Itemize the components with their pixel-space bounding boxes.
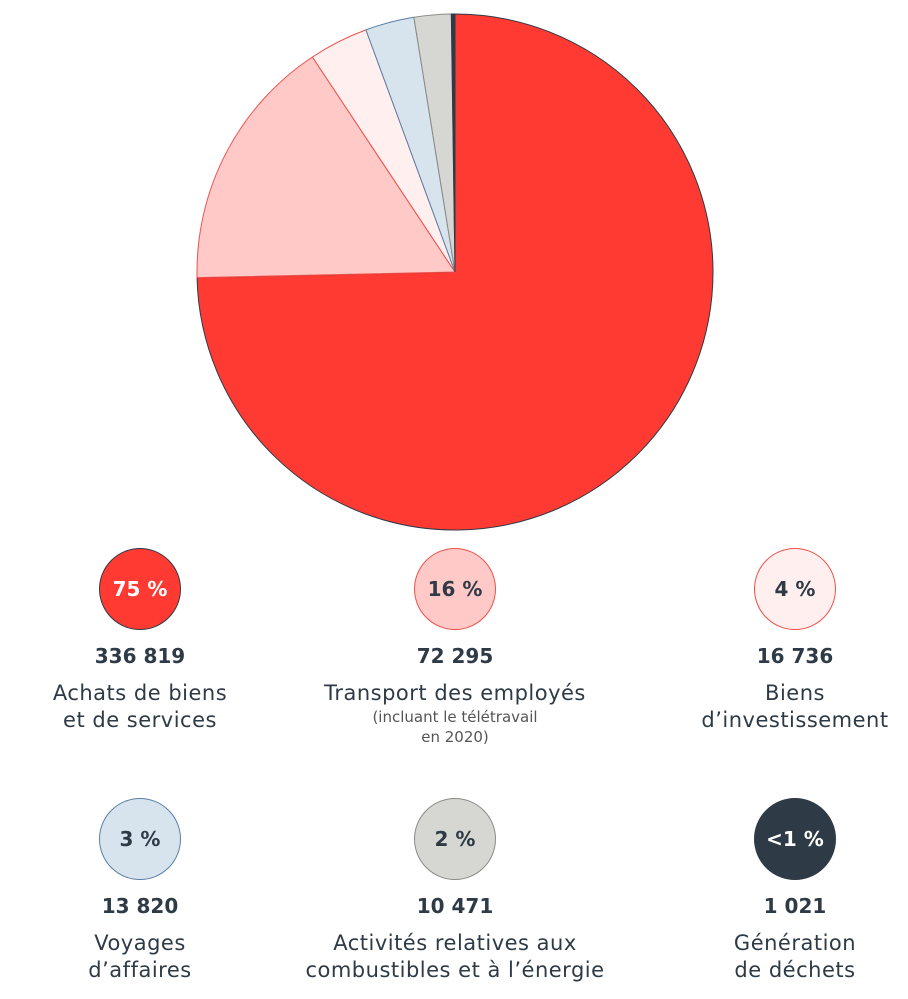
category-label: Activités relatives aux combustibles et … xyxy=(305,931,605,982)
category-label: Biens d’investissement xyxy=(701,681,889,732)
share-badge: 4 % xyxy=(754,548,836,630)
pie-slice xyxy=(450,13,456,273)
share-badge: 16 % xyxy=(414,548,496,630)
value-label: 336 819 xyxy=(94,644,186,668)
category-label: Génération de déchets xyxy=(733,931,857,982)
legend-item: 16 % 72 295 Transport des employés (incluan… xyxy=(305,548,605,747)
share-badge: 3 % xyxy=(99,798,181,880)
value-label: 1 021 xyxy=(763,894,827,918)
share-badge: 75 % xyxy=(99,548,181,630)
legend-item: 4 % 16 736 Biens d’investissement xyxy=(645,548,908,734)
value-label: 16 736 xyxy=(756,644,834,668)
pie-chart xyxy=(196,13,714,531)
category-label: Transport des employés xyxy=(324,681,586,705)
legend-item: 75 % 336 819 Achats de biens et de service… xyxy=(0,548,290,734)
category-label: Achats de biens et de services xyxy=(52,681,228,732)
legend-item: 2 % 10 471 Activités relatives aux combust… xyxy=(305,798,605,984)
share-badge: 2 % xyxy=(414,798,496,880)
value-label: 13 820 xyxy=(101,894,179,918)
value-label: 72 295 xyxy=(416,644,494,668)
pie-slice xyxy=(196,56,456,279)
category-label: Voyages d’affaires xyxy=(88,931,192,982)
share-badge: <1 % xyxy=(754,798,836,880)
legend-item: <1 % 1 021 Génération de déchets xyxy=(645,798,908,984)
category-note: (incluant le télétravail en 2020) xyxy=(372,708,538,746)
pie-slice xyxy=(196,13,714,531)
legend-item: 3 % 13 820 Voyages d’affaires xyxy=(0,798,290,984)
value-label: 10 471 xyxy=(416,894,494,918)
